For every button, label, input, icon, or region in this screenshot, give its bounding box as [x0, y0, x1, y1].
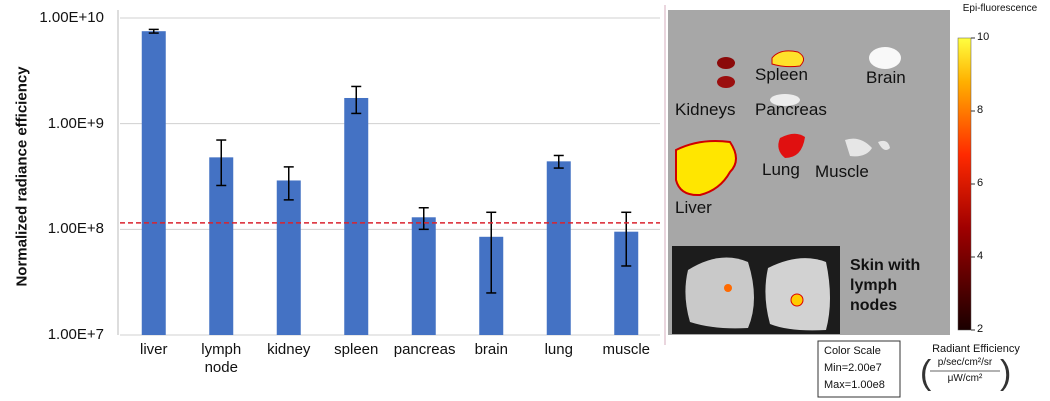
y-tick-label: 1.00E+9: [47, 114, 104, 132]
kidney-spot: [717, 76, 735, 88]
colorbar-title: Epi-fluorescence: [962, 3, 1038, 14]
organ-label: Muscle: [815, 162, 869, 181]
colorbar-tick-label: 2: [977, 323, 984, 335]
paren: ): [1000, 354, 1011, 392]
x-tick-label: spleen: [334, 341, 379, 358]
color-scale-title: Color Scale: [824, 345, 881, 357]
error-bar: [148, 28, 159, 34]
organ-label: Liver: [675, 198, 712, 217]
liver-spot: [675, 140, 737, 197]
x-tick-label: pancreas: [393, 341, 456, 358]
node-spot: [724, 284, 732, 292]
units-denominator: μW/cm²: [947, 373, 983, 384]
y-tick-label: 1.00E+10: [39, 9, 104, 26]
color-scale-max: Max=1.00e8: [824, 379, 885, 391]
units-title: Radiant Efficiency: [932, 343, 1020, 355]
x-tick-label: brain: [474, 341, 508, 358]
y-tick-label: 1.00E+7: [47, 326, 104, 343]
bar: [276, 180, 301, 335]
error-bar: [486, 211, 497, 294]
pancreas-spot: [770, 94, 800, 106]
bar: [209, 157, 234, 335]
color-scale-min: Min=2.00e7: [824, 362, 882, 374]
x-tick-label: liver: [139, 341, 168, 358]
error-bar: [418, 207, 429, 231]
error-bar: [351, 85, 362, 115]
colorbar-tick-label: 8: [977, 104, 984, 116]
organ-label: Spleen: [755, 65, 808, 84]
organ-label: Pancreas: [755, 100, 827, 119]
error-bar: [621, 211, 632, 267]
colorbar-tick-label: 6: [977, 177, 984, 189]
color-scale-box: [817, 340, 901, 398]
colorbar: [957, 37, 972, 331]
units-numerator: p/sec/cm²/sr: [937, 357, 993, 368]
organ-label: Kidneys: [675, 100, 736, 119]
paren: (: [920, 354, 932, 392]
kidney-spot: [717, 57, 735, 69]
error-bar: [216, 139, 227, 187]
lung-spot: [778, 133, 805, 158]
error-bar: [283, 166, 294, 201]
spleen-spot: [771, 50, 804, 68]
skin: [685, 257, 754, 329]
organ-label: Brain: [866, 68, 906, 87]
x-tick-label: lung: [544, 341, 573, 358]
muscle-spot: [845, 138, 890, 157]
brain-spot: [869, 47, 901, 69]
x-tick-label: kidney: [267, 341, 311, 358]
colorbar-tick-label: 10: [977, 31, 990, 43]
bar: [411, 217, 436, 335]
y-tick-label: 1.00E+8: [47, 220, 104, 238]
bar: [141, 31, 166, 335]
x-tick-label: muscle: [602, 341, 650, 358]
y-axis-title: Normalized radiance efficiency: [13, 66, 31, 287]
node-spot: [790, 293, 804, 307]
colorbar-tick-label: 4: [977, 250, 984, 262]
inset-label: Skin with lymph nodes: [850, 257, 921, 314]
bar: [344, 97, 369, 335]
error-bar: [553, 154, 564, 169]
organ-label: Lung: [762, 160, 800, 179]
x-tick-label: lymph node: [201, 341, 242, 376]
bar: [546, 161, 571, 335]
